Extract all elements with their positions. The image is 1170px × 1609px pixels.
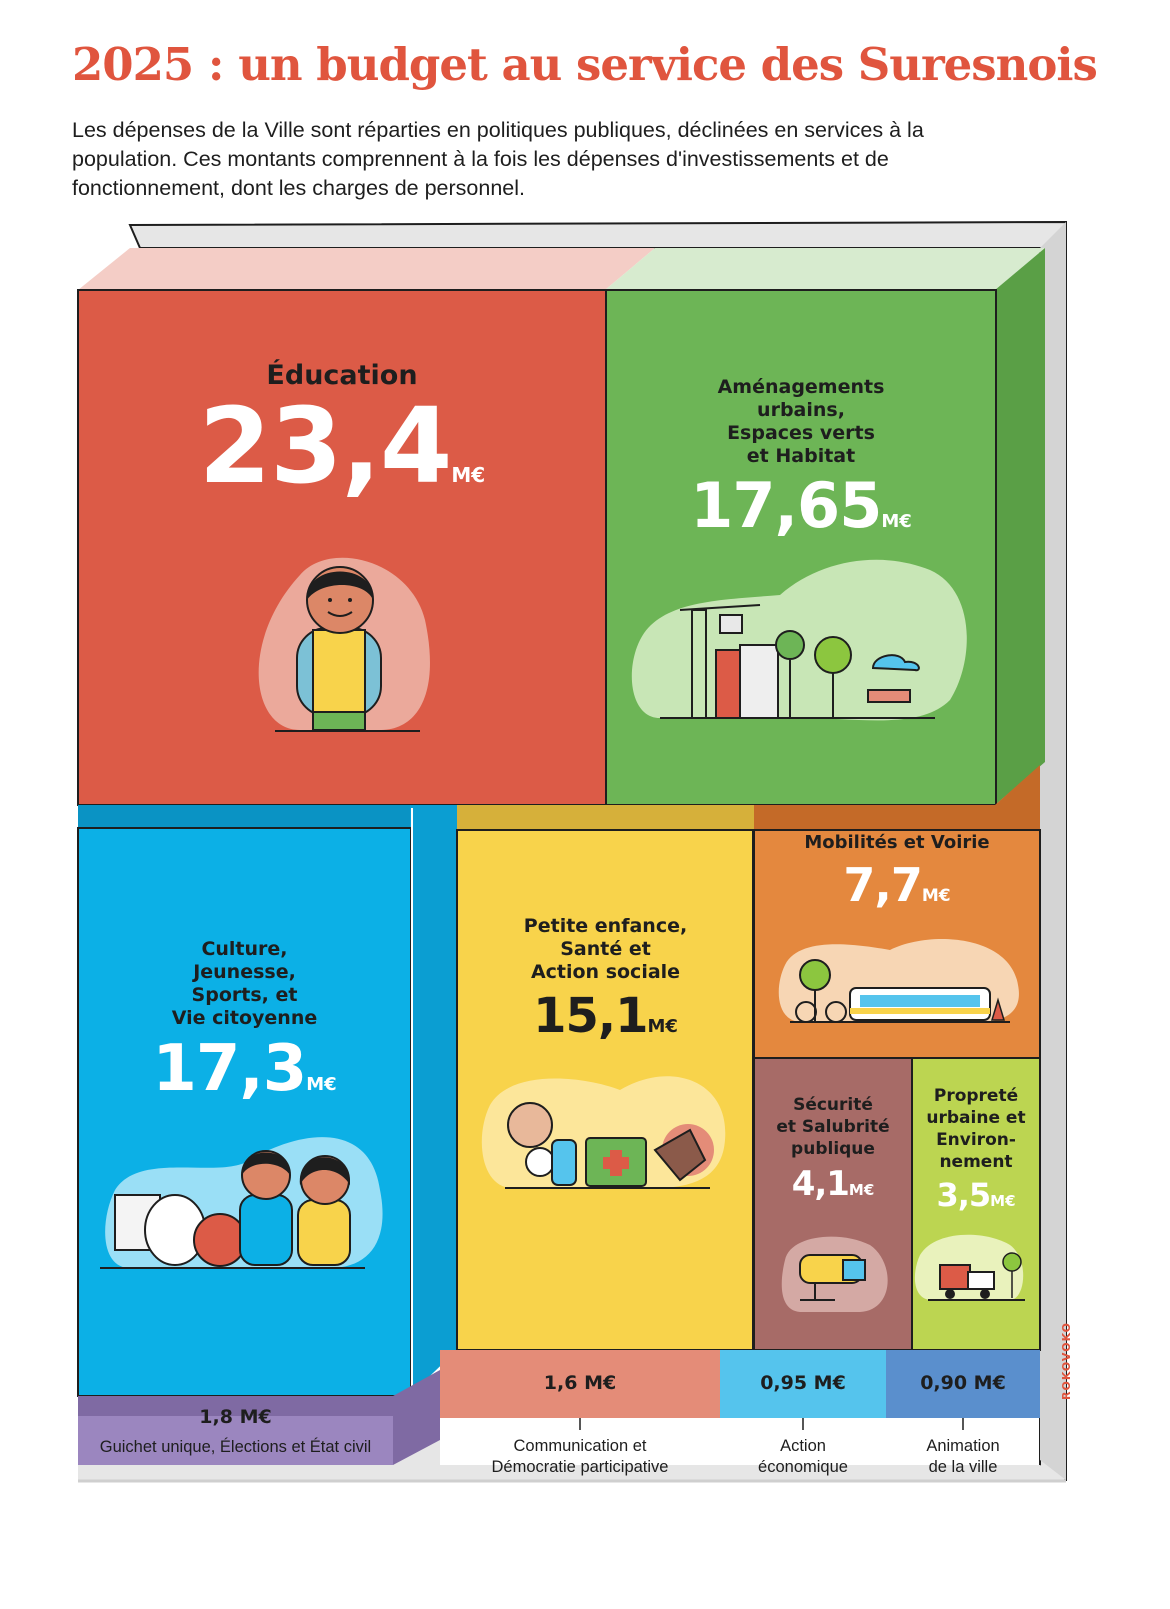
securite-label: Sécurité et Salubrité publique — [754, 1094, 912, 1160]
animation-caption-line: Animation — [926, 1437, 1000, 1455]
animation-amount: 0,90 M€ — [920, 1372, 1006, 1394]
education-label: Éducation — [266, 360, 418, 391]
proprete-label: Propreté urbaine et Environ- nement — [912, 1085, 1040, 1173]
action-eco-caption-line: Action — [780, 1437, 826, 1455]
culture-amount-line: 17,3M€ — [78, 1030, 411, 1124]
action-eco-caption-line: économique — [758, 1458, 848, 1476]
culture-block — [77, 827, 412, 1397]
amenagements-label-line: et Habitat — [746, 445, 856, 467]
proprete-label-line: Environ- — [936, 1130, 1016, 1150]
proprete-amount: 3,5 — [936, 1176, 991, 1214]
mobilites-label: Mobilités et Voirie — [804, 832, 990, 853]
petite-enfance-label: Petite enfance, Santé et Action sociale — [457, 915, 754, 984]
petite-enfance-amount: 15,1 — [533, 988, 648, 1044]
petite-enfance-unit: M€ — [647, 1016, 678, 1037]
communication-amount: 1,6 M€ — [543, 1372, 617, 1394]
kids-illustration — [100, 1137, 383, 1269]
communication-caption-line: Démocratie participative — [491, 1458, 669, 1476]
culture-label-line: Jeunesse, — [193, 961, 296, 983]
proprete-label-line: Propreté — [933, 1086, 1019, 1106]
petite-enfance-label-line: Santé et — [560, 938, 651, 960]
mobilites-text: Mobilités et Voirie 7,7M€ — [754, 832, 1040, 927]
securite-unit: M€ — [848, 1181, 875, 1199]
securite-label-line: publique — [791, 1139, 875, 1159]
proprete-block — [911, 1057, 1041, 1351]
education-amount-line: 23,4M€ — [78, 391, 606, 530]
guichet-amount: 1,8 M€ — [199, 1406, 272, 1428]
mobilites-unit: M€ — [921, 886, 951, 906]
education-text: Éducation 23,4M€ — [78, 360, 606, 530]
page-title: 2025 : un budget au service des Suresnoi… — [72, 38, 1098, 91]
communication-block — [440, 1350, 720, 1418]
culture-label: Culture, Jeunesse, Sports, et Vie citoye… — [78, 938, 411, 1030]
action-eco-amount: 0,95 M€ — [760, 1372, 846, 1394]
securite-amount-line: 4,1M€ — [754, 1160, 912, 1214]
education-amount: 23,4 — [198, 385, 453, 507]
securite-label-line: Sécurité — [793, 1095, 873, 1115]
communication-caption: Communication et Démocratie participativ… — [440, 1436, 720, 1478]
animation-caption: Animation de la ville — [886, 1436, 1040, 1478]
petite-enfance-amount-line: 15,1M€ — [457, 984, 754, 1059]
amenagements-block — [605, 289, 997, 806]
culture-side-face — [410, 805, 457, 1395]
guichet-block — [78, 1416, 393, 1465]
culture-top-face — [78, 805, 410, 828]
amenagements-side-face — [995, 248, 1045, 805]
culture-label-line: Sports, et — [191, 984, 298, 1006]
culture-amount: 17,3 — [152, 1032, 307, 1106]
truck-illustration — [914, 1234, 1025, 1301]
action-eco-block — [720, 1350, 886, 1418]
culture-label-line: Culture, — [201, 938, 288, 960]
education-top-face — [78, 248, 655, 290]
mobilites-amount-line: 7,7M€ — [754, 854, 1040, 927]
proprete-unit: M€ — [990, 1192, 1016, 1210]
amenagements-top-face — [605, 248, 1045, 290]
amenagements-label: Aménagements urbains, Espaces verts et H… — [606, 376, 996, 468]
petite-enfance-label-line: Petite enfance, — [523, 915, 688, 937]
petite-enfance-label-line: Action sociale — [530, 961, 681, 983]
securite-label-line: et Salubrité — [776, 1117, 890, 1137]
petite-enfance-text: Petite enfance, Santé et Action sociale … — [457, 915, 754, 1059]
city-illustration — [631, 559, 967, 721]
amenagements-amount: 17,65 — [690, 469, 882, 542]
amenagements-label-line: urbains, — [757, 399, 845, 421]
amenagements-text: Aménagements urbains, Espaces verts et H… — [606, 376, 996, 560]
amenagements-label-line: Espaces verts — [727, 422, 875, 444]
securite-text: Sécurité et Salubrité publique 4,1M€ — [754, 1094, 912, 1214]
proprete-label-line: urbaine et — [926, 1108, 1026, 1128]
amenagements-unit: M€ — [881, 511, 912, 532]
animation-caption-line: de la ville — [928, 1458, 998, 1476]
securite-amount: 4,1 — [791, 1164, 850, 1204]
proprete-amount-line: 3,5M€ — [912, 1173, 1040, 1223]
camera-illustration — [781, 1236, 888, 1312]
care-illustration — [481, 1076, 726, 1189]
culture-text: Culture, Jeunesse, Sports, et Vie citoye… — [78, 938, 411, 1124]
culture-label-line: Vie citoyenne — [171, 1007, 318, 1029]
animation-block — [886, 1350, 1040, 1418]
proprete-label-line: nement — [939, 1152, 1013, 1172]
education-unit: M€ — [451, 463, 486, 487]
guichet-caption: Guichet unique, Élections et État civil — [99, 1438, 372, 1456]
proprete-text: Propreté urbaine et Environ- nement 3,5M… — [912, 1085, 1040, 1223]
amenagements-label-line: Aménagements — [717, 376, 885, 398]
page-subtitle: Les dépenses de la Ville sont réparties … — [72, 118, 924, 200]
tram-illustration — [778, 939, 1019, 1023]
amenagements-amount-line: 17,65M€ — [606, 468, 996, 560]
credit-label: ROKOVOKO — [1060, 1322, 1073, 1400]
mobilites-amount: 7,7 — [843, 858, 922, 912]
communication-caption-line: Communication et — [513, 1437, 647, 1455]
student-illustration — [258, 557, 430, 732]
culture-unit: M€ — [306, 1074, 337, 1095]
action-eco-caption: Action économique — [720, 1436, 886, 1478]
